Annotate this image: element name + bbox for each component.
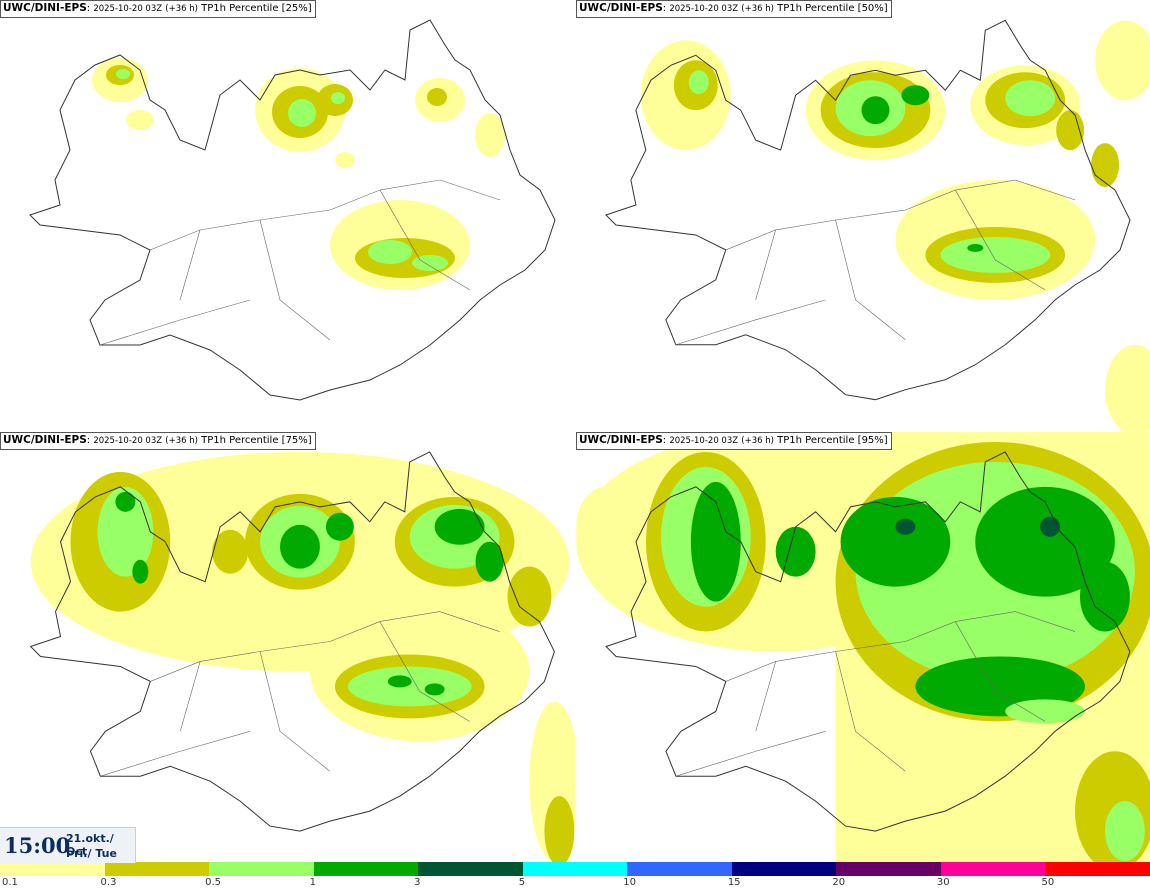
colorbar-tick-label: 20 — [832, 877, 846, 888]
colorbar-segment — [104, 862, 210, 876]
colorbar-ticks: 0.1 0.3 0.5 1 3 5 10 15 20 30 50 — [0, 876, 1150, 891]
valid-day: Þri./ Tue — [66, 847, 117, 860]
colorbar-segment — [522, 862, 628, 876]
colorbar-tick-label: 1 — [309, 877, 316, 888]
precip-map-p50 — [605, 19, 1150, 431]
percentile-value: [25%] — [281, 3, 312, 14]
product-name: TP1h Percentile — [201, 3, 279, 14]
road-network — [99, 179, 501, 346]
iceland-coastline — [605, 19, 1131, 401]
map-panel-p95: UWC/DINI-EPS: 2025-10-20 03Z (+36 h) TP1… — [576, 432, 1150, 862]
colorbar-tick-label: 10 — [623, 877, 636, 888]
colorbar-segment — [627, 862, 732, 876]
panel-title-p50: UWC/DINI-EPS: 2025-10-20 03Z (+36 h) TP1… — [576, 0, 892, 18]
precip-colorbar — [0, 862, 1150, 876]
valid-time-box: 15:00 21.okt./ Oct Þri./ Tue — [0, 827, 136, 863]
map-panel-p75: UWC/DINI-EPS: 2025-10-20 03Z (+36 h) TP1… — [0, 432, 575, 862]
precip-fill — [92, 58, 505, 290]
run-time: 2025-10-20 03Z — [93, 436, 163, 446]
product-name: TP1h Percentile — [201, 435, 279, 446]
iceland-coastline — [29, 19, 556, 401]
panel-title-p95: UWC/DINI-EPS: 2025-10-20 03Z (+36 h) TP1… — [576, 432, 892, 450]
model-name: UWC/DINI-EPS — [3, 434, 87, 446]
lead-time: (+36 h) — [165, 4, 198, 14]
road-network — [100, 611, 500, 777]
precip-map-p95 — [576, 432, 1150, 862]
product-name: TP1h Percentile — [777, 3, 855, 14]
percentile-value: [50%] — [857, 3, 888, 14]
model-name: UWC/DINI-EPS — [579, 434, 663, 446]
panel-title-p25: UWC/DINI-EPS: 2025-10-20 03Z (+36 h) TP1… — [0, 0, 316, 18]
lead-time: (+36 h) — [741, 4, 774, 14]
colorbar-segment — [313, 862, 419, 876]
precip-fill — [30, 451, 575, 862]
colorbar-tick-label: 0.1 — [2, 877, 18, 888]
colorbar-segment — [418, 862, 523, 876]
iceland-coastline — [605, 451, 1131, 832]
valid-date: 21.okt./ Oct — [66, 832, 114, 858]
colorbar-segment — [836, 862, 941, 876]
run-time: 2025-10-20 03Z — [669, 4, 739, 14]
product-name: TP1h Percentile — [777, 435, 855, 446]
map-panel-p50: UWC/DINI-EPS: 2025-10-20 03Z (+36 h) TP1… — [576, 0, 1150, 431]
precip-map-p75 — [29, 451, 575, 862]
colorbar-tick-label: 0.5 — [205, 877, 221, 888]
precip-fill — [640, 20, 1150, 431]
road-network — [675, 179, 1076, 346]
panel-divider — [575, 0, 576, 862]
colorbar-segment — [1045, 862, 1150, 876]
colorbar-tick-label: 50 — [1041, 877, 1055, 888]
road-network — [675, 611, 1076, 777]
map-grid: UWC/DINI-EPS: 2025-10-20 03Z (+36 h) TP1… — [0, 0, 1150, 862]
map-panel-p25: UWC/DINI-EPS: 2025-10-20 03Z (+36 h) TP1… — [0, 0, 575, 431]
colorbar-segment — [731, 862, 837, 876]
colorbar-tick-label: 3 — [414, 877, 421, 888]
iceland-coastline — [29, 451, 555, 832]
precip-fill — [576, 432, 1150, 862]
lead-time: (+36 h) — [165, 436, 198, 446]
colorbar-segment — [940, 862, 1046, 876]
percentile-value: [75%] — [281, 435, 312, 446]
panel-title-p75: UWC/DINI-EPS: 2025-10-20 03Z (+36 h) TP1… — [0, 432, 316, 450]
colorbar-tick-label: 15 — [727, 877, 741, 888]
precip-map-p25 — [29, 19, 556, 401]
model-name: UWC/DINI-EPS — [3, 2, 87, 14]
run-time: 2025-10-20 03Z — [669, 436, 739, 446]
colorbar-tick-label: 5 — [518, 877, 526, 888]
colorbar-tick-label: 30 — [936, 877, 950, 888]
run-time: 2025-10-20 03Z — [93, 4, 163, 14]
colorbar-segment — [209, 862, 314, 876]
valid-time: 15:00 — [4, 833, 71, 858]
colorbar-segment — [0, 862, 105, 876]
model-name: UWC/DINI-EPS — [579, 2, 663, 14]
colorbar-tick-label: 0.3 — [100, 877, 117, 888]
percentile-value: [95%] — [857, 435, 888, 446]
lead-time: (+36 h) — [741, 436, 774, 446]
